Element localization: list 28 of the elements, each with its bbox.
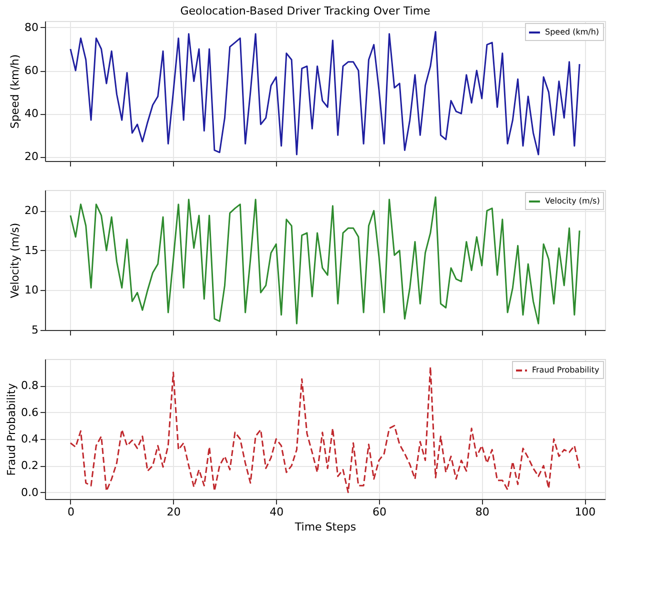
legend-label: Speed (km/h) bbox=[545, 28, 600, 36]
y-tick-label: 0.8 bbox=[21, 379, 38, 392]
y-axis-title: Fraud Probability bbox=[5, 382, 18, 476]
x-axis-title: Time Steps bbox=[294, 520, 356, 534]
y-axis-title: Speed (km/h) bbox=[8, 54, 22, 129]
legend-label: Fraud Probability bbox=[532, 366, 600, 374]
y-tick-label: 5 bbox=[32, 324, 38, 336]
y-tick-label: 20 bbox=[24, 150, 38, 164]
x-tick-label: 100 bbox=[574, 506, 596, 518]
y-tick-label: 0.0 bbox=[21, 486, 38, 499]
x-tick-label: 60 bbox=[372, 506, 386, 518]
y-tick-label: 40 bbox=[24, 107, 38, 120]
y-tick-label: 80 bbox=[24, 20, 38, 34]
y-tick-label: 0.4 bbox=[21, 432, 38, 446]
y-tick-label: 15 bbox=[24, 244, 38, 257]
x-tick-label: 20 bbox=[166, 506, 181, 518]
x-tick-label: 40 bbox=[270, 506, 284, 518]
y-tick-label: 60 bbox=[24, 64, 38, 78]
legend-label: Velocity (m/s) bbox=[545, 196, 600, 206]
x-tick-label: 0 bbox=[67, 506, 74, 518]
line-series bbox=[70, 196, 580, 324]
chart-title: Geolocation-Based Driver Tracking Over Time bbox=[180, 4, 430, 18]
y-axis-title: Velocity (m/s) bbox=[8, 222, 22, 298]
y-tick-label: 10 bbox=[24, 284, 38, 297]
y-tick-label: 20 bbox=[24, 204, 38, 218]
y-tick-label: 0.6 bbox=[21, 406, 38, 419]
y-tick-label: 0.2 bbox=[21, 459, 38, 472]
x-tick-label: 80 bbox=[475, 506, 490, 518]
